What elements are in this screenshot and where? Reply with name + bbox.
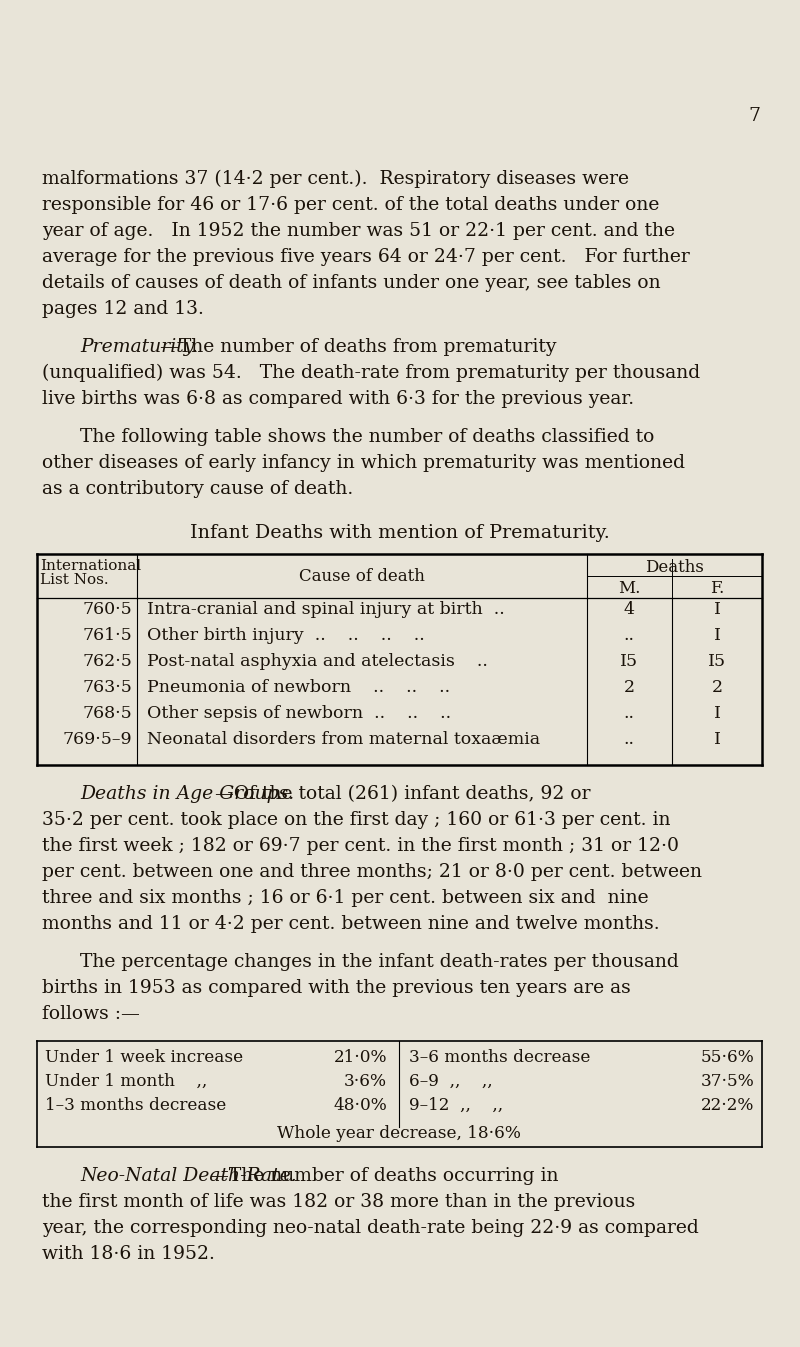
Text: I: I — [714, 626, 721, 644]
Text: M.: M. — [618, 581, 640, 597]
Text: births in 1953 as compared with the previous ten years are as: births in 1953 as compared with the prev… — [42, 979, 630, 997]
Text: Other birth injury  ..    ..    ..    ..: Other birth injury .. .. .. .. — [147, 626, 425, 644]
Text: 2: 2 — [623, 679, 634, 696]
Text: with 18·6 in 1952.: with 18·6 in 1952. — [42, 1245, 215, 1263]
Text: 3–6 months decrease: 3–6 months decrease — [409, 1049, 590, 1065]
Text: Infant Deaths with mention of Prematurity.: Infant Deaths with mention of Prematurit… — [190, 524, 610, 541]
Text: Deaths in Age Groups.: Deaths in Age Groups. — [80, 785, 294, 803]
Text: 55·6%: 55·6% — [700, 1049, 754, 1065]
Text: Post-natal asphyxia and atelectasis    ..: Post-natal asphyxia and atelectasis .. — [147, 653, 488, 669]
Text: Deaths: Deaths — [645, 559, 703, 577]
Text: three and six months ; 16 or 6·1 per cent. between six and  nine: three and six months ; 16 or 6·1 per cen… — [42, 889, 649, 907]
Text: I: I — [714, 731, 721, 748]
Text: as a contributory cause of death.: as a contributory cause of death. — [42, 480, 354, 498]
Text: International: International — [40, 559, 141, 572]
Text: Pneumonia of newborn    ..    ..    ..: Pneumonia of newborn .. .. .. — [147, 679, 450, 696]
Text: other diseases of early infancy in which prematurity was mentioned: other diseases of early infancy in which… — [42, 454, 685, 471]
Text: 763·5: 763·5 — [82, 679, 132, 696]
Text: I: I — [714, 601, 721, 618]
Text: List Nos.: List Nos. — [40, 572, 109, 587]
Text: 6–9  ,,    ,,: 6–9 ,, ,, — [409, 1074, 493, 1090]
Text: 3·6%: 3·6% — [344, 1074, 387, 1090]
Text: ..: .. — [623, 731, 634, 748]
Text: 2: 2 — [711, 679, 722, 696]
Text: malformations 37 (14·2 per cent.).  Respiratory diseases were: malformations 37 (14·2 per cent.). Respi… — [42, 170, 629, 189]
Text: 762·5: 762·5 — [82, 653, 132, 669]
Text: 21·0%: 21·0% — [334, 1049, 387, 1065]
Text: 768·5: 768·5 — [82, 704, 132, 722]
Text: I: I — [714, 704, 721, 722]
Text: I5: I5 — [620, 653, 638, 669]
Text: The percentage changes in the infant death-rates per thousand: The percentage changes in the infant dea… — [80, 952, 678, 971]
Text: average for the previous five years 64 or 24·7 per cent.   For further: average for the previous five years 64 o… — [42, 248, 690, 265]
Text: pages 12 and 13.: pages 12 and 13. — [42, 300, 204, 318]
Text: Under 1 month    ,,: Under 1 month ,, — [45, 1074, 207, 1090]
Text: Prematurity.: Prematurity. — [80, 338, 198, 356]
Text: the first month of life was 182 or 38 more than in the previous: the first month of life was 182 or 38 mo… — [42, 1193, 635, 1211]
Text: responsible for 46 or 17·6 per cent. of the total deaths under one: responsible for 46 or 17·6 per cent. of … — [42, 197, 659, 214]
Text: 760·5: 760·5 — [82, 601, 132, 618]
Text: 7: 7 — [748, 106, 760, 125]
Text: —The number of deaths from prematurity: —The number of deaths from prematurity — [160, 338, 557, 356]
Text: Cause of death: Cause of death — [299, 568, 425, 585]
Text: 4: 4 — [623, 601, 634, 618]
Text: 761·5: 761·5 — [82, 626, 132, 644]
Text: follows :—: follows :— — [42, 1005, 140, 1022]
Text: Intra-cranial and spinal injury at birth  ..: Intra-cranial and spinal injury at birth… — [147, 601, 505, 618]
Text: Neonatal disorders from maternal toxaæmia: Neonatal disorders from maternal toxaæmi… — [147, 731, 540, 748]
Text: 1–3 months decrease: 1–3 months decrease — [45, 1096, 226, 1114]
Text: ..: .. — [623, 626, 634, 644]
Text: Other sepsis of newborn  ..    ..    ..: Other sepsis of newborn .. .. .. — [147, 704, 451, 722]
Text: live births was 6·8 as compared with 6·3 for the previous year.: live births was 6·8 as compared with 6·3… — [42, 391, 634, 408]
Text: year of age.   In 1952 the number was 51 or 22·1 per cent. and the: year of age. In 1952 the number was 51 o… — [42, 222, 675, 240]
Text: 22·2%: 22·2% — [701, 1096, 754, 1114]
Text: 9–12  ,,    ,,: 9–12 ,, ,, — [409, 1096, 503, 1114]
Text: —Of the total (261) infant deaths, 92 or: —Of the total (261) infant deaths, 92 or — [215, 785, 590, 803]
Text: (unqualified) was 54.   The death-rate from prematurity per thousand: (unqualified) was 54. The death-rate fro… — [42, 364, 700, 383]
Text: The following table shows the number of deaths classified to: The following table shows the number of … — [80, 428, 654, 446]
Text: months and 11 or 4·2 per cent. between nine and twelve months.: months and 11 or 4·2 per cent. between n… — [42, 915, 660, 933]
Text: ..: .. — [623, 704, 634, 722]
Text: 769·5–9: 769·5–9 — [62, 731, 132, 748]
Text: details of causes of death of infants under one year, see tables on: details of causes of death of infants un… — [42, 273, 661, 292]
Text: F.: F. — [710, 581, 724, 597]
Text: —The number of deaths occurring in: —The number of deaths occurring in — [210, 1167, 558, 1185]
Text: 48·0%: 48·0% — [334, 1096, 387, 1114]
Text: year, the corresponding neo-natal death-rate being 22·9 as compared: year, the corresponding neo-natal death-… — [42, 1219, 698, 1237]
Text: the first week ; 182 or 69·7 per cent. in the first month ; 31 or 12·0: the first week ; 182 or 69·7 per cent. i… — [42, 836, 679, 855]
Text: 37·5%: 37·5% — [700, 1074, 754, 1090]
Text: Whole year decrease, 18·6%: Whole year decrease, 18·6% — [277, 1125, 521, 1142]
Text: I5: I5 — [708, 653, 726, 669]
Text: per cent. between one and three months; 21 or 8·0 per cent. between: per cent. between one and three months; … — [42, 863, 702, 881]
Text: Under 1 week increase: Under 1 week increase — [45, 1049, 243, 1065]
Text: 35·2 per cent. took place on the first day ; 160 or 61·3 per cent. in: 35·2 per cent. took place on the first d… — [42, 811, 670, 828]
Text: Neo-Natal Death-Rate.: Neo-Natal Death-Rate. — [80, 1167, 297, 1185]
